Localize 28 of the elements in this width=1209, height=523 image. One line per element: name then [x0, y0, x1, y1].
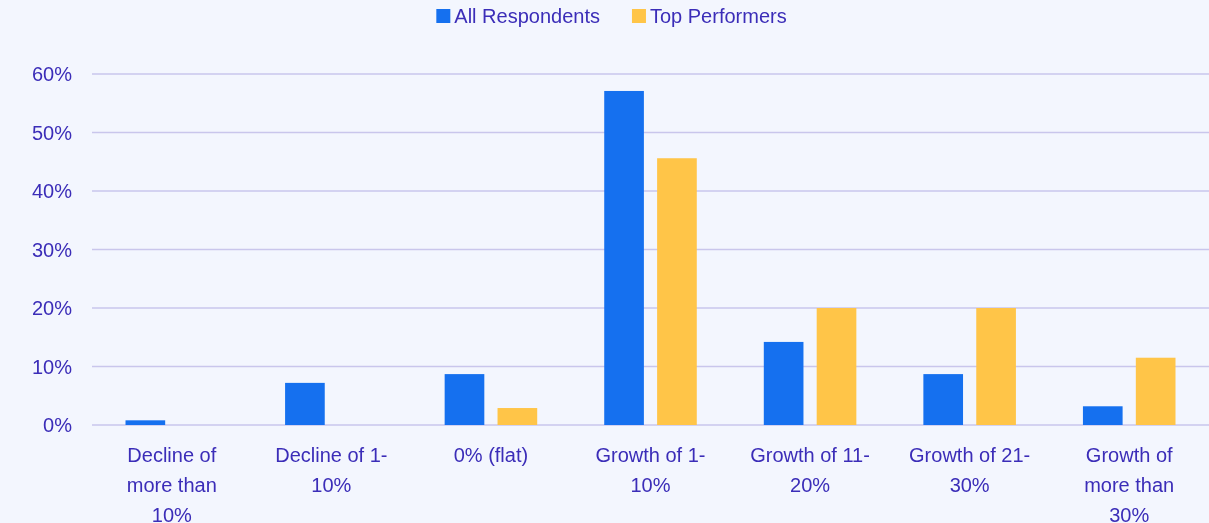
x-tick-label: Growth of 21-30% [909, 444, 1031, 496]
bar [497, 408, 538, 425]
y-tick-label: 10% [31, 355, 73, 378]
bar [657, 158, 697, 425]
bar [444, 374, 485, 425]
bar [923, 374, 964, 425]
bar [976, 308, 1016, 425]
x-tick-label: Growth of more than 30% [1084, 444, 1175, 523]
y-tick-label: 0% [43, 414, 73, 436]
y-tick-label: 50% [31, 121, 73, 144]
bar [816, 308, 857, 425]
x-tick-label: Growth of 1-10% [595, 444, 706, 496]
bar [125, 420, 166, 425]
y-tick-label: 20% [31, 297, 73, 319]
x-tick-label: Decline of 1-10% [275, 444, 388, 496]
x-tick-label: Decline of more than 10% [126, 444, 217, 523]
y-tick-label: 30% [31, 238, 73, 261]
legend-label: All Respondents [454, 5, 600, 27]
x-tick-label: 0% (flat) [453, 444, 529, 466]
y-tick-label: 60% [31, 63, 73, 85]
legend-label: Top Performers [649, 5, 787, 27]
bar [285, 382, 325, 425]
bar [1135, 357, 1176, 425]
bar [1082, 406, 1123, 425]
bar [763, 341, 804, 425]
bar [604, 90, 644, 425]
y-tick-label: 40% [31, 180, 73, 202]
x-tick-label: Growth of 11-20% [750, 444, 870, 496]
